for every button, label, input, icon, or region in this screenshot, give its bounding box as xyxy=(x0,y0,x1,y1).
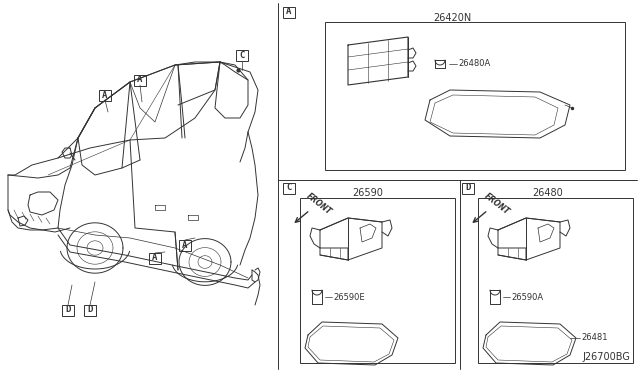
Text: 26480: 26480 xyxy=(532,188,563,198)
Text: 26590: 26590 xyxy=(353,188,383,198)
Text: C: C xyxy=(239,51,244,60)
Text: FRONT: FRONT xyxy=(483,192,511,217)
Bar xyxy=(236,49,248,61)
Bar xyxy=(134,74,146,86)
Text: D: D xyxy=(465,183,470,192)
Bar xyxy=(179,240,191,250)
Text: C: C xyxy=(286,183,292,192)
Text: 26420N: 26420N xyxy=(433,13,471,23)
Bar xyxy=(84,305,96,315)
Bar xyxy=(149,253,161,263)
Text: 26480A: 26480A xyxy=(458,60,490,68)
Bar xyxy=(62,305,74,315)
Text: D: D xyxy=(65,305,70,314)
Text: A: A xyxy=(152,253,157,263)
Text: J26700BG: J26700BG xyxy=(582,352,630,362)
Text: A: A xyxy=(286,7,292,16)
Text: A: A xyxy=(138,76,143,84)
Text: D: D xyxy=(87,305,93,314)
Text: A: A xyxy=(102,90,108,99)
Text: 26590A: 26590A xyxy=(511,292,543,301)
Bar xyxy=(283,183,295,193)
Text: FRONT: FRONT xyxy=(305,192,333,217)
Bar xyxy=(462,183,474,193)
Text: 26481: 26481 xyxy=(581,334,607,343)
Text: A: A xyxy=(182,241,188,250)
Bar xyxy=(99,90,111,100)
Bar xyxy=(300,198,455,363)
Text: 26590E: 26590E xyxy=(333,292,365,301)
Bar xyxy=(478,198,633,363)
Bar xyxy=(283,6,295,17)
Bar xyxy=(325,22,625,170)
